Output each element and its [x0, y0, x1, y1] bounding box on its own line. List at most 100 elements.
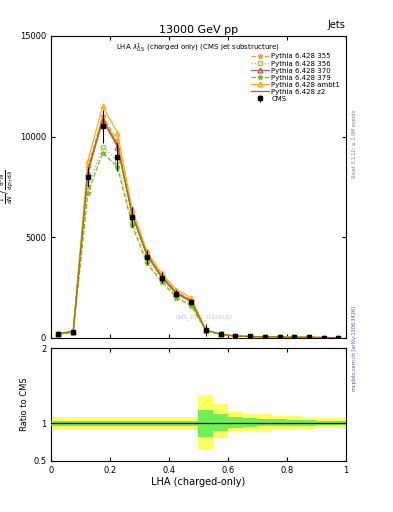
Pythia 6.428 379 — [159, 279, 164, 285]
Pythia 6.428 356 — [233, 333, 238, 339]
Pythia 6.428 ambt1 — [159, 270, 164, 276]
Pythia 6.428 356 — [130, 218, 134, 224]
Pythia 6.428 356 — [56, 331, 61, 337]
Pythia 6.428 ambt1 — [263, 334, 267, 340]
Pythia 6.428 370 — [336, 334, 341, 340]
Pythia 6.428 z2 — [263, 334, 267, 340]
Pythia 6.428 z2 — [233, 333, 238, 339]
Pythia 6.428 z2 — [248, 333, 252, 339]
Pythia 6.428 ambt1 — [145, 248, 149, 254]
Text: mcplots.cern.ch [arXiv:1306.3436]: mcplots.cern.ch [arXiv:1306.3436] — [352, 306, 357, 391]
Pythia 6.428 ambt1 — [189, 294, 193, 301]
Pythia 6.428 ambt1 — [100, 103, 105, 110]
Pythia 6.428 z2 — [130, 211, 134, 217]
Pythia 6.428 370 — [86, 169, 90, 176]
Pythia 6.428 356 — [100, 143, 105, 150]
Pythia 6.428 z2 — [336, 334, 341, 340]
Pythia 6.428 356 — [307, 334, 311, 340]
Pythia 6.428 z2 — [71, 329, 75, 335]
Pythia 6.428 355 — [336, 334, 341, 340]
Pythia 6.428 z2 — [292, 334, 297, 340]
Pythia 6.428 z2 — [204, 327, 208, 333]
Pythia 6.428 356 — [71, 329, 75, 335]
Pythia 6.428 z2 — [321, 334, 326, 340]
Pythia 6.428 356 — [174, 292, 179, 298]
Pythia 6.428 355 — [263, 334, 267, 340]
Pythia 6.428 370 — [71, 329, 75, 335]
Y-axis label: Ratio to CMS: Ratio to CMS — [20, 378, 29, 431]
Pythia 6.428 356 — [189, 301, 193, 307]
Pythia 6.428 ambt1 — [277, 334, 282, 340]
Pythia 6.428 z2 — [307, 334, 311, 340]
Pythia 6.428 379 — [263, 334, 267, 340]
Pythia 6.428 370 — [56, 331, 61, 337]
Pythia 6.428 ambt1 — [248, 333, 252, 339]
Pythia 6.428 ambt1 — [71, 328, 75, 334]
Pythia 6.428 355 — [189, 296, 193, 303]
Pythia 6.428 379 — [56, 331, 61, 337]
Pythia 6.428 355 — [248, 333, 252, 339]
Pythia 6.428 370 — [159, 274, 164, 281]
X-axis label: LHA (charged-only): LHA (charged-only) — [151, 477, 246, 487]
Text: CMS_2021_I1920187: CMS_2021_I1920187 — [176, 314, 233, 320]
Pythia 6.428 ambt1 — [130, 206, 134, 212]
Pythia 6.428 ambt1 — [56, 330, 61, 336]
Pythia 6.428 ambt1 — [336, 334, 341, 340]
Pythia 6.428 356 — [336, 334, 341, 340]
Pythia 6.428 379 — [130, 222, 134, 228]
Pythia 6.428 379 — [218, 331, 223, 337]
Pythia 6.428 370 — [130, 212, 134, 218]
Pythia 6.428 356 — [277, 334, 282, 340]
Line: Pythia 6.428 ambt1: Pythia 6.428 ambt1 — [56, 104, 341, 340]
Pythia 6.428 356 — [159, 276, 164, 283]
Pythia 6.428 z2 — [189, 297, 193, 304]
Pythia 6.428 z2 — [145, 251, 149, 258]
Pythia 6.428 355 — [115, 138, 120, 144]
Pythia 6.428 356 — [218, 331, 223, 337]
Pythia 6.428 356 — [263, 334, 267, 340]
Pythia 6.428 355 — [233, 333, 238, 339]
Pythia 6.428 ambt1 — [233, 333, 238, 339]
Pythia 6.428 356 — [86, 184, 90, 190]
Line: Pythia 6.428 379: Pythia 6.428 379 — [56, 150, 341, 340]
Pythia 6.428 z2 — [174, 289, 179, 295]
Text: LHA $\lambda^{1}_{0.5}$ (charged only) (CMS jet substructure): LHA $\lambda^{1}_{0.5}$ (charged only) (… — [116, 42, 281, 55]
Pythia 6.428 ambt1 — [174, 287, 179, 293]
Pythia 6.428 ambt1 — [204, 327, 208, 333]
Pythia 6.428 355 — [86, 164, 90, 170]
Pythia 6.428 370 — [189, 298, 193, 305]
Pythia 6.428 379 — [204, 328, 208, 334]
Pythia 6.428 379 — [100, 150, 105, 156]
Pythia 6.428 379 — [71, 329, 75, 335]
Pythia 6.428 370 — [277, 334, 282, 340]
Pythia 6.428 355 — [145, 250, 149, 257]
Pythia 6.428 356 — [204, 327, 208, 333]
Pythia 6.428 z2 — [159, 273, 164, 280]
Pythia 6.428 ambt1 — [86, 158, 90, 164]
Pythia 6.428 379 — [248, 333, 252, 339]
Pythia 6.428 ambt1 — [307, 334, 311, 340]
Line: Pythia 6.428 z2: Pythia 6.428 z2 — [59, 118, 338, 337]
Pythia 6.428 355 — [56, 330, 61, 336]
Pythia 6.428 355 — [100, 113, 105, 119]
Pythia 6.428 355 — [292, 334, 297, 340]
Pythia 6.428 379 — [145, 260, 149, 266]
Pythia 6.428 356 — [248, 333, 252, 339]
Pythia 6.428 ambt1 — [292, 334, 297, 340]
Pythia 6.428 370 — [115, 143, 120, 150]
Pythia 6.428 356 — [145, 257, 149, 263]
Pythia 6.428 379 — [307, 334, 311, 340]
Pythia 6.428 z2 — [277, 334, 282, 340]
Pythia 6.428 379 — [277, 334, 282, 340]
Line: Pythia 6.428 370: Pythia 6.428 370 — [56, 118, 341, 340]
Pythia 6.428 ambt1 — [115, 130, 120, 136]
Pythia 6.428 379 — [233, 333, 238, 339]
Pythia 6.428 355 — [277, 334, 282, 340]
Pythia 6.428 355 — [130, 210, 134, 216]
Pythia 6.428 355 — [321, 334, 326, 340]
Y-axis label: $\frac{1}{\mathrm{d}N}\,/\,\frac{\mathrm{d}^{2}N}{\mathrm{d}p_T\,\mathrm{d}\lamb: $\frac{1}{\mathrm{d}N}\,/\,\frac{\mathrm… — [0, 169, 16, 204]
Pythia 6.428 370 — [263, 334, 267, 340]
Pythia 6.428 379 — [321, 334, 326, 340]
Pythia 6.428 ambt1 — [321, 334, 326, 340]
Pythia 6.428 355 — [71, 328, 75, 334]
